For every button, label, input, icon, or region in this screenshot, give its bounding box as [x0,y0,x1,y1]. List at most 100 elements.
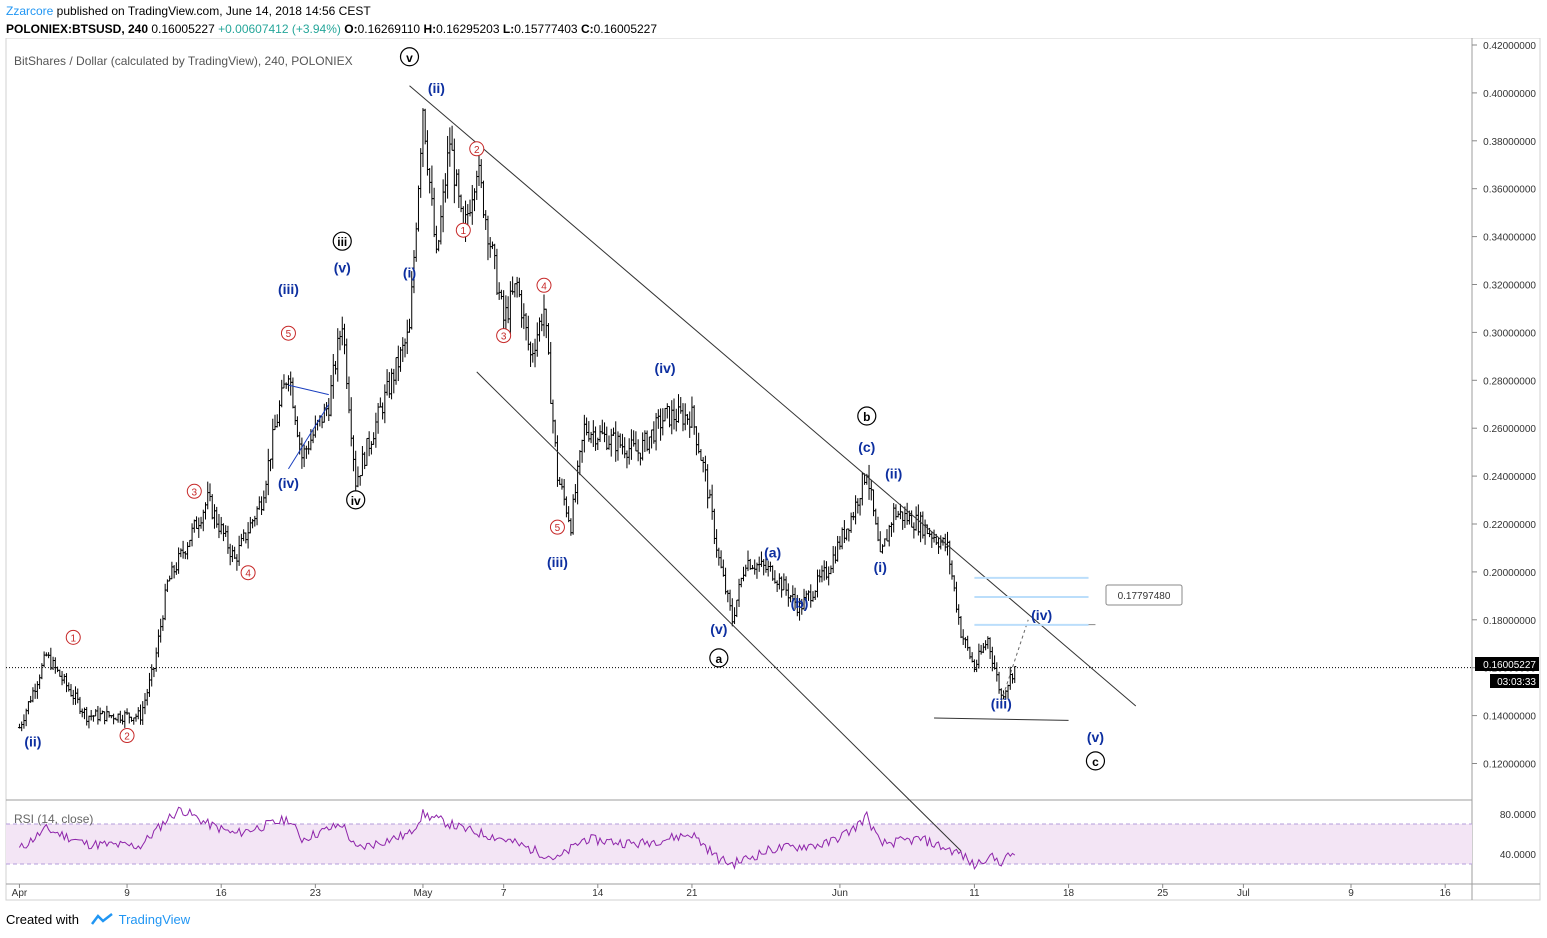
high-value: 0.16295203 [436,22,500,36]
low-value: 0.15777403 [514,22,578,36]
price-tick-label: 0.34000000 [1483,233,1536,244]
wave-label-red: 2 [474,145,480,156]
wave-label-black: iv [351,494,361,508]
wave-circle-red [240,565,256,581]
rsi-tick-label: 40.0000 [1500,850,1537,861]
level-callout-box [1105,584,1183,606]
price-tick-label: 0.28000000 [1483,376,1536,387]
symbol-label: POLONIEX:BTSUSD, 240 [6,22,149,36]
triangle-upper-line [288,384,329,396]
countdown-label: 03:03:33 [1497,677,1536,688]
time-tick-label: 23 [310,888,322,899]
wave-label-blue: (iv) [655,360,676,376]
rsi-band-fill [6,824,1472,864]
price-tick-label: 0.32000000 [1483,281,1536,292]
wave-label-red: 5 [286,329,292,340]
last-price-axis-label: 0.16005227 [1483,660,1536,671]
wave-circle-red [536,277,552,293]
chart-area[interactable]: BitShares / Dollar (calculated by Tradin… [0,38,1547,908]
wave-label-blue: (v) [1087,729,1104,745]
price-tick-label: 0.36000000 [1483,185,1536,196]
wave-label-black: iii [337,235,347,249]
close-label: C: [580,22,594,36]
lower-channel-line [476,371,962,852]
wave-label-red: 5 [555,523,561,534]
time-tick-label: 9 [1348,888,1354,899]
price-tick-label: 0.20000000 [1483,568,1536,579]
triangle-lower-line [288,403,330,470]
price-tick-label: 0.24000000 [1483,472,1536,483]
upper-channel-line [409,85,1137,707]
wave-circle-black [709,648,729,668]
wave-label-red: 2 [124,732,130,743]
open-value: 0.16269110 [357,22,421,36]
time-tick-label: May [413,888,432,899]
rsi-label: RSI (14, close) [14,812,93,826]
price-tick-label: 0.22000000 [1483,520,1536,531]
publish-text: published on TradingView.com, June 14, 2… [53,4,371,18]
time-tick-label: Jul [1237,888,1250,899]
wave-label-blue: (ii) [885,465,902,481]
chart-frame [5,38,1541,901]
wave-circle-red [65,629,81,645]
chart-title: BitShares / Dollar (calculated by Tradin… [14,54,353,68]
price-tick-label: 0.40000000 [1483,89,1536,100]
publish-info: Zzarcore published on TradingView.com, J… [6,4,371,18]
time-axis[interactable]: Apr 9 16 23 May 7 14 21 Jun 11 18 25 Jul 9 16 [12,884,1451,899]
wave-circle-red [280,325,296,341]
wave-label-red: 3 [501,332,507,343]
level-callout-text: 0.17797480 [1118,591,1171,602]
wave-label-blue: (iii) [991,695,1012,711]
low-label: L: [502,22,515,36]
trendlines [288,85,1137,852]
price-change: +0.00607412 (+3.94%) [218,22,341,36]
time-tick-label: 11 [969,888,980,899]
candles [6,108,1472,732]
time-tick-label: 9 [124,888,130,899]
wave-circle-black [399,47,420,67]
wave-circle-red [119,728,135,744]
time-tick-label: 7 [501,888,507,899]
price-tick-label: 0.42000000 [1483,41,1536,52]
level-callout[interactable]: 0.17797480 [1105,584,1183,606]
fib-levels [974,576,1089,626]
wave-label-blue: (b) [791,595,809,611]
wave-label-red: 4 [541,281,547,292]
time-tick-label: 25 [1157,888,1169,899]
wave-circle-red [469,141,485,157]
time-tick-label: 21 [686,888,698,899]
wave-circle-black [346,490,366,510]
wave-label-red: 3 [192,487,198,498]
wave-label-black: a [716,652,723,666]
wave-label-red: 1 [461,226,467,237]
wave-circle-red [549,519,565,535]
wave-label-red: 4 [245,569,251,580]
wave-circle-black [1085,751,1106,771]
author-link[interactable]: Zzarcore [6,4,54,18]
symbol-info: POLONIEX:BTSUSD, 240 0.16005227 +0.00607… [6,22,657,36]
time-tick-label: 16 [1440,888,1452,899]
wave-circle-black [857,406,877,426]
wave-labels: (ii) 1 2 3 4 5 (iii) (iv) (v) iii iv v (ii) (i) 2 1 4 3 5 (… [24,47,1106,771]
open-label: O: [344,22,358,36]
last-price-text: 0.16005227 [151,22,215,36]
price-tick-label: 0.38000000 [1483,137,1536,148]
tradingview-logo-icon [90,913,113,928]
time-tick-label: 18 [1063,888,1075,899]
wave-label-blue: (ii) [428,80,445,96]
high-label: H: [423,22,437,36]
price-tick-label: 0.30000000 [1483,328,1536,339]
rsi-pane: 80.0000 40.0000 [18,806,1537,871]
price-tick-label: 0.26000000 [1483,424,1536,435]
tradingview-link[interactable]: TradingView [118,912,191,927]
wave-label-red: 1 [70,633,76,644]
wave-circle-red [455,222,471,238]
wave-label-blue: (ii) [24,734,41,750]
rsi-band [6,823,1472,865]
price-tick-label: 0.14000000 [1483,712,1536,723]
wave-label-blue: (c) [858,439,875,455]
time-tick-label: 16 [216,888,228,899]
close-value: 0.16005227 [593,22,658,36]
support-line [934,717,1069,721]
price-axis[interactable]: 0.42000000 0.40000000 0.38000000 0.36000000… [1472,41,1536,771]
